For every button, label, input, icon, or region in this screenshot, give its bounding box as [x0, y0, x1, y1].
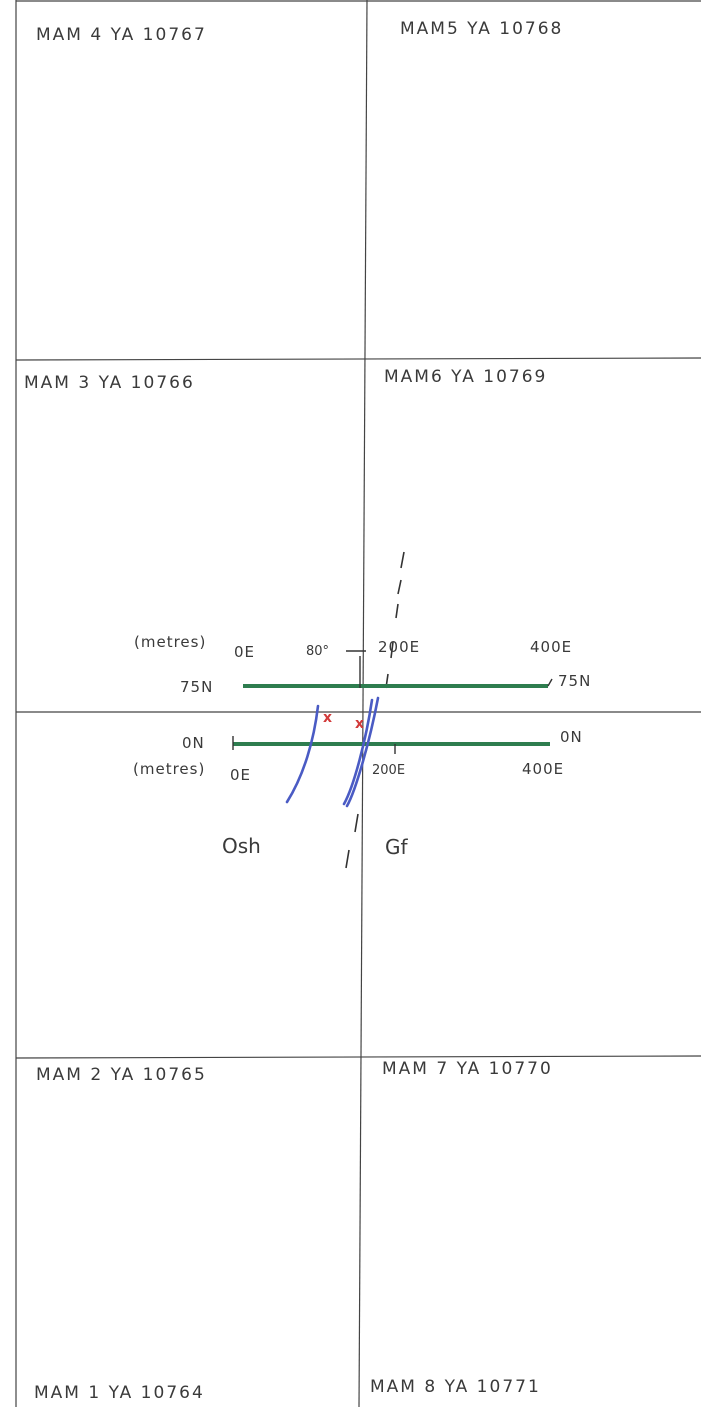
claim-label-mam3: MAM 3 YA 10766	[24, 373, 195, 393]
line-0n-tick-400e-label: 400E	[522, 760, 564, 778]
grid-line-horizontal-3	[15, 1055, 701, 1059]
line-75n-tick-0e: 0E	[234, 643, 255, 661]
line-0n-tick-0e-label: 0E	[230, 766, 251, 784]
line-75n-label-left: 75N	[180, 678, 213, 696]
sample-markers: x x	[323, 710, 364, 732]
grid-line-75n: (metres) 0E 80° 200E 400E 75N 75N	[134, 633, 591, 696]
contact-east-inner	[342, 698, 374, 806]
grid-line-horizontal-1	[15, 357, 701, 361]
claim-label-mam5: MAM5 YA 10768	[400, 19, 563, 39]
line-75n-label-right: 75N	[558, 672, 591, 690]
line-75n-unit: (metres)	[134, 633, 206, 651]
claim-label-mam6: MAM6 YA 10769	[384, 367, 547, 387]
line-0n-label-left: 0N	[182, 734, 205, 752]
geological-contacts	[285, 696, 380, 808]
dip-value: 80°	[306, 644, 329, 659]
geology-unit-left: Osh	[222, 834, 261, 858]
claim-label-mam8: MAM 8 YA 10771	[370, 1377, 541, 1397]
line-75n-tick-400e: 400E	[530, 638, 572, 656]
line-0n-unit: (metres)	[133, 760, 205, 778]
geology-unit-right: Gf	[385, 835, 408, 859]
line-75n-tick-start	[547, 678, 553, 687]
sample-marker-2: x	[355, 716, 364, 732]
contact-west	[285, 704, 320, 804]
contact-east	[345, 696, 380, 808]
line-75n-tick-200e: 200E	[378, 638, 420, 656]
claim-label-mam4: MAM 4 YA 10767	[36, 25, 207, 45]
grid-line-vertical	[358, 0, 368, 1407]
line-0n-tick-200e-label: 200E	[372, 763, 405, 778]
sample-marker-1: x	[323, 710, 332, 726]
claim-label-mam2: MAM 2 YA 10765	[36, 1065, 207, 1085]
line-0n-label-right: 0N	[560, 728, 583, 746]
claim-grid	[15, 0, 701, 1407]
grid-line-0n: 0N 0N (metres) 0E 200E 400E	[133, 728, 583, 784]
claim-label-mam7: MAM 7 YA 10770	[382, 1059, 553, 1079]
claim-label-mam1: MAM 1 YA 10764	[34, 1383, 205, 1403]
